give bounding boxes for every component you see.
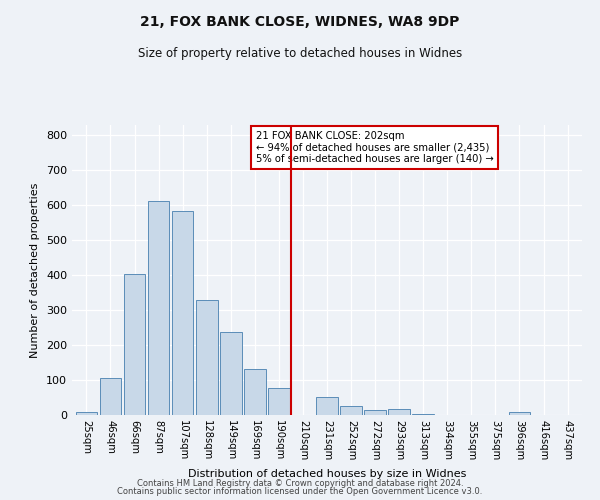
Bar — [268, 388, 290, 415]
Text: 21, FOX BANK CLOSE, WIDNES, WA8 9DP: 21, FOX BANK CLOSE, WIDNES, WA8 9DP — [140, 15, 460, 29]
Bar — [316, 397, 338, 415]
Bar — [340, 406, 362, 415]
Bar — [124, 274, 145, 415]
Bar — [100, 378, 121, 415]
X-axis label: Distribution of detached houses by size in Widnes: Distribution of detached houses by size … — [188, 468, 466, 478]
Bar — [364, 410, 386, 415]
Text: Size of property relative to detached houses in Widnes: Size of property relative to detached ho… — [138, 48, 462, 60]
Bar — [172, 210, 193, 415]
Bar — [148, 201, 169, 415]
Bar — [509, 412, 530, 415]
Bar — [76, 412, 97, 415]
Bar — [412, 414, 434, 415]
Bar — [388, 410, 410, 415]
Text: Contains HM Land Registry data © Crown copyright and database right 2024.: Contains HM Land Registry data © Crown c… — [137, 478, 463, 488]
Bar — [220, 332, 242, 415]
Text: 21 FOX BANK CLOSE: 202sqm
← 94% of detached houses are smaller (2,435)
5% of sem: 21 FOX BANK CLOSE: 202sqm ← 94% of detac… — [256, 131, 493, 164]
Text: Contains public sector information licensed under the Open Government Licence v3: Contains public sector information licen… — [118, 487, 482, 496]
Bar — [244, 368, 266, 415]
Y-axis label: Number of detached properties: Number of detached properties — [31, 182, 40, 358]
Bar — [196, 300, 218, 415]
